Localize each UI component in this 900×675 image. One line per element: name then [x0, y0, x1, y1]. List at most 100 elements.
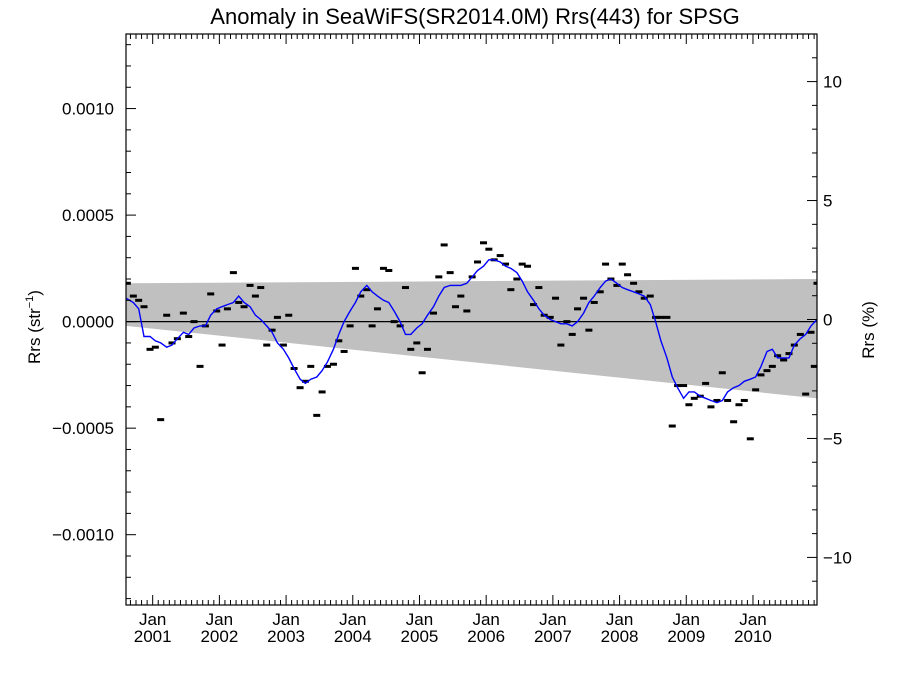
data-point: [401, 286, 409, 290]
data-point: [207, 292, 215, 296]
data-point: [735, 403, 743, 407]
x-tick-month: Jan: [139, 610, 166, 629]
data-point: [518, 262, 526, 266]
data-point: [624, 273, 632, 277]
data-point: [463, 309, 471, 313]
data-point: [474, 260, 482, 264]
y-axis-label-text: Rrs (str: [25, 308, 44, 364]
x-tick-month: Jan: [539, 610, 566, 629]
x-tick-year: 2005: [401, 627, 439, 646]
data-point: [235, 300, 243, 304]
data-point: [646, 294, 654, 298]
data-point: [496, 254, 504, 258]
data-point: [307, 364, 315, 368]
data-point: [663, 315, 671, 319]
y2-tick-label: −10: [823, 548, 852, 567]
data-point: [390, 320, 398, 324]
data-point: [602, 262, 610, 266]
data-point: [702, 381, 710, 385]
data-point: [668, 424, 676, 428]
y2-axis-label: Rrs (%): [859, 301, 878, 359]
data-point: [690, 396, 698, 400]
x-tick-month: Jan: [472, 610, 499, 629]
data-point: [246, 283, 254, 287]
data-point: [585, 328, 593, 332]
x-tick-year: 2003: [267, 627, 305, 646]
x-tick-year: 2010: [734, 627, 772, 646]
data-point: [268, 328, 276, 332]
data-point: [335, 339, 343, 343]
data-point: [196, 364, 204, 368]
data-point: [802, 392, 810, 396]
data-point: [813, 281, 817, 285]
data-point: [590, 300, 598, 304]
x-tick-year: 2001: [134, 627, 172, 646]
data-point: [507, 288, 515, 292]
x-tick-year: 2006: [467, 627, 505, 646]
smoothed-line: [126, 259, 817, 404]
data-point: [379, 266, 387, 270]
data-point: [746, 437, 754, 441]
data-point: [346, 324, 354, 328]
data-point: [707, 405, 715, 409]
data-point: [674, 384, 682, 388]
data-point: [135, 298, 143, 302]
data-point: [140, 305, 148, 309]
data-point: [218, 343, 226, 347]
y2-tick-label: 5: [823, 192, 832, 211]
y-tick-label: 0.0000: [62, 313, 114, 332]
data-point: [613, 283, 621, 287]
data-point: [596, 290, 604, 294]
data-point: [223, 307, 231, 311]
data-point: [774, 354, 782, 358]
x-tick-year: 2007: [534, 627, 572, 646]
x-tick-month: Jan: [272, 610, 299, 629]
data-point: [524, 264, 532, 268]
data-point: [163, 313, 171, 317]
data-point: [740, 398, 748, 402]
x-tick-month: Jan: [339, 610, 366, 629]
y-tick-label: 0.0010: [62, 100, 114, 119]
y-axis-label-close: ): [25, 290, 44, 296]
data-point: [213, 309, 221, 313]
data-point: [446, 271, 454, 275]
data-point: [680, 384, 688, 388]
data-point: [423, 347, 431, 351]
plot-area: [126, 241, 817, 441]
y2-tick-label: −5: [823, 429, 842, 448]
data-point: [129, 294, 137, 298]
x-tick-year: 2009: [667, 627, 705, 646]
data-point: [535, 286, 543, 290]
data-point: [796, 332, 804, 336]
data-point: [530, 303, 538, 307]
data-point: [373, 307, 381, 311]
data-point: [652, 315, 660, 319]
axes: 0.0010 0.0005 0.0000 −0.0005 −0.0010 10 5 0 −5 −1…: [52, 33, 852, 646]
data-point: [323, 364, 331, 368]
x-tick-month: Jan: [673, 610, 700, 629]
data-point: [126, 281, 131, 285]
y2-tick-label: 0: [823, 311, 832, 330]
data-point: [480, 241, 488, 245]
data-point: [413, 341, 421, 345]
data-point: [257, 286, 265, 290]
data-point: [785, 352, 793, 356]
data-point: [568, 332, 576, 336]
data-point: [810, 364, 817, 368]
x-tick-year: 2002: [200, 627, 238, 646]
data-point: [168, 341, 176, 345]
data-point: [340, 349, 348, 353]
data-point: [313, 413, 321, 417]
data-point: [552, 296, 560, 300]
x-tick-year: 2008: [601, 627, 639, 646]
data-point: [296, 386, 304, 390]
data-point: [251, 294, 259, 298]
y-tick-label: −0.0005: [52, 419, 114, 438]
data-point: [407, 347, 415, 351]
data-point: [724, 398, 732, 402]
data-point: [574, 307, 582, 311]
data-point: [301, 379, 309, 383]
x-tick-month: Jan: [606, 610, 633, 629]
y-tick-label: −0.0010: [52, 526, 114, 545]
data-point: [807, 330, 815, 334]
